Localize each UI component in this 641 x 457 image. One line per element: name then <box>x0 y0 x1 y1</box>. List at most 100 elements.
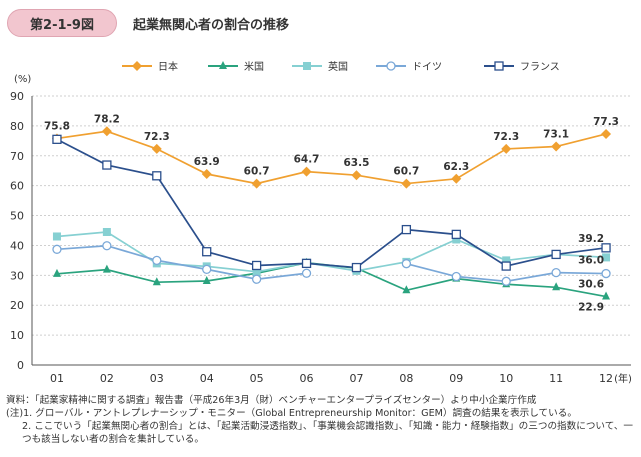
data-point <box>101 126 112 137</box>
figure-number-badge: 第2-1-9図 <box>7 9 117 37</box>
y-tick-label: 0 <box>17 359 24 372</box>
data-point <box>52 268 61 277</box>
data-point <box>451 229 461 240</box>
legend-marker <box>494 61 504 71</box>
y-tick-label: 40 <box>10 239 24 252</box>
data-point <box>152 171 162 181</box>
data-point <box>251 178 262 189</box>
data-label: 72.3 <box>493 131 519 143</box>
y-tick-label: 10 <box>10 329 24 342</box>
y-tick-label: 30 <box>10 269 24 282</box>
data-label: 63.5 <box>343 157 369 169</box>
x-tick-label: 06 <box>300 372 314 385</box>
legend-label: 日本 <box>158 60 178 73</box>
data-point <box>102 160 112 170</box>
data-point <box>301 166 312 177</box>
legend-label: フランス <box>520 61 560 73</box>
data-point <box>52 134 62 144</box>
x-tick-label: 11 <box>549 372 563 385</box>
data-point <box>251 260 262 271</box>
y-axis-title: (%) <box>14 74 31 85</box>
data-point <box>202 264 212 275</box>
data-point <box>202 276 211 285</box>
data-point <box>102 241 112 251</box>
data-label: 39.2 <box>578 233 604 245</box>
series-line <box>56 130 607 185</box>
data-point <box>602 291 611 300</box>
data-point <box>551 141 562 152</box>
line-chart: 0 10 20 30 40 50 60 70 80 90 (%) 01 02 03 04 05 06 07 08 09… <box>10 60 632 385</box>
data-label: 78.2 <box>94 113 120 125</box>
y-tick-label: 20 <box>10 299 24 312</box>
data-point <box>151 143 162 154</box>
data-point <box>102 227 111 236</box>
data-label: 73.1 <box>543 129 569 141</box>
data-point <box>601 268 611 279</box>
data-point <box>602 253 611 262</box>
data-point <box>301 268 312 278</box>
y-tick-label: 70 <box>10 150 24 163</box>
x-tick-label: 12 <box>599 372 613 385</box>
x-tick-label: 05 <box>250 372 264 385</box>
data-point <box>601 128 612 139</box>
data-point <box>52 244 62 254</box>
data-point <box>551 249 561 260</box>
data-point <box>452 235 461 244</box>
legend-label: 米国 <box>244 60 264 73</box>
data-label: 22.9 <box>578 302 604 314</box>
data-point <box>301 258 312 269</box>
data-point <box>152 277 161 286</box>
data-label: 62.3 <box>443 161 469 173</box>
data-point <box>251 274 262 284</box>
data-point <box>501 261 511 271</box>
data-label: 36.0 <box>578 254 604 266</box>
y-tick-label: 90 <box>10 90 24 103</box>
footnotes: 資料：「起業家精神に関する調査」報告書（平成26年3月（財）ベンチャーエンタープ… <box>6 394 636 446</box>
data-label: 77.3 <box>593 116 619 128</box>
data-point <box>401 224 412 235</box>
legend-marker <box>386 61 396 71</box>
y-tick-label: 50 <box>10 210 24 223</box>
x-tick-label: 01 <box>50 372 64 385</box>
note-2: 2. ここでいう「起業無関心者の割合」とは、「起業活動浸透指数」、「事業機会認識… <box>22 421 634 445</box>
series-line <box>56 244 307 281</box>
data-point <box>501 143 512 154</box>
data-label: 30.6 <box>578 279 604 291</box>
y-tick-label: 60 <box>10 180 24 193</box>
data-point <box>601 243 611 253</box>
data-point <box>401 259 412 269</box>
data-point <box>451 173 462 184</box>
data-label: 60.7 <box>244 166 270 178</box>
source-note: 資料：「起業家精神に関する調査」報告書（平成26年3月（財）ベンチャーエンタープ… <box>6 395 537 406</box>
data-label: 60.7 <box>393 166 419 178</box>
x-axis-title: (年) <box>614 372 632 385</box>
data-label: 75.8 <box>44 120 70 132</box>
data-label: 72.3 <box>144 131 170 143</box>
data-point <box>252 267 261 276</box>
figure-number: 第2-1-9図 <box>30 17 94 33</box>
data-point <box>552 282 561 291</box>
data-point <box>202 247 212 257</box>
data-point <box>351 170 362 181</box>
data-point <box>502 256 511 265</box>
legend-label: ドイツ <box>412 62 442 73</box>
x-tick-label: 09 <box>449 372 463 385</box>
data-point <box>152 255 162 266</box>
legend-marker <box>219 61 227 69</box>
data-point <box>102 264 111 273</box>
series-line <box>56 138 607 269</box>
series-line <box>56 261 607 298</box>
legend-label: 英国 <box>328 60 348 73</box>
x-tick-label: 07 <box>349 372 363 385</box>
data-point <box>201 169 212 180</box>
x-tick-label: 03 <box>150 372 164 385</box>
x-tick-label: 10 <box>499 372 513 385</box>
legend-marker <box>132 61 142 71</box>
legend-marker <box>303 62 311 70</box>
data-point <box>351 262 362 273</box>
data-point <box>551 267 561 278</box>
data-label: 64.7 <box>294 154 320 166</box>
data-point <box>501 276 511 286</box>
note-1: (注)1. グローバル・アントレプレナーシップ・モニター（Global Entr… <box>6 408 577 419</box>
data-point <box>52 232 61 241</box>
